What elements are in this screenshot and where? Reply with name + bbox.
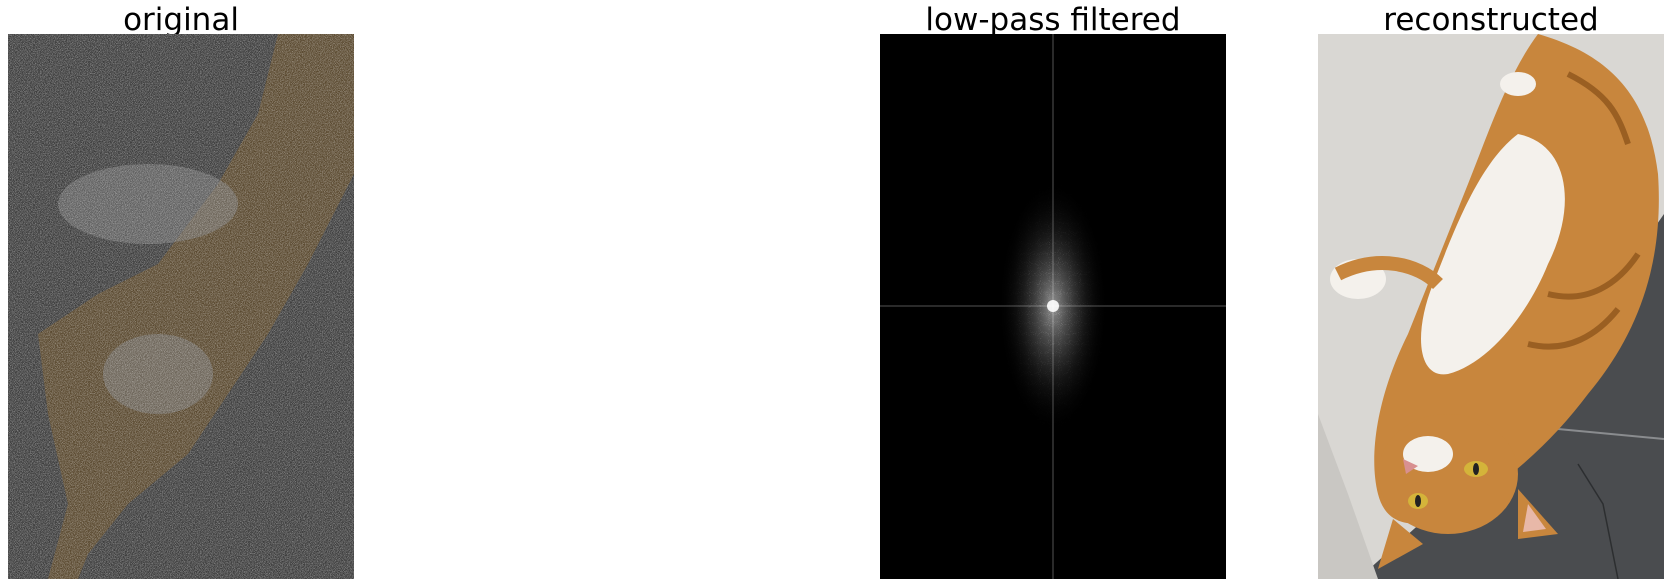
panel-title-reconstructed: reconstructed xyxy=(1383,2,1599,38)
reconstructed-image xyxy=(1318,34,1664,579)
fourier-spectrum-image xyxy=(880,34,1226,579)
panel-title-original: original xyxy=(123,2,239,38)
original-image xyxy=(8,34,354,579)
panel-title-low-pass: low-pass filtered xyxy=(925,2,1181,38)
